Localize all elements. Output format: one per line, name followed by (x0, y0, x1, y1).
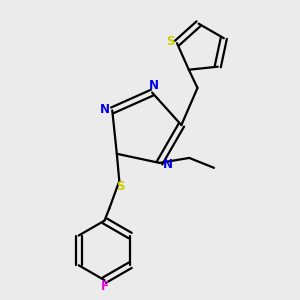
Text: N: N (148, 79, 158, 92)
Text: N: N (163, 158, 173, 171)
Text: S: S (116, 179, 125, 193)
Text: S: S (167, 35, 175, 48)
Text: N: N (100, 103, 110, 116)
Text: F: F (100, 280, 108, 293)
